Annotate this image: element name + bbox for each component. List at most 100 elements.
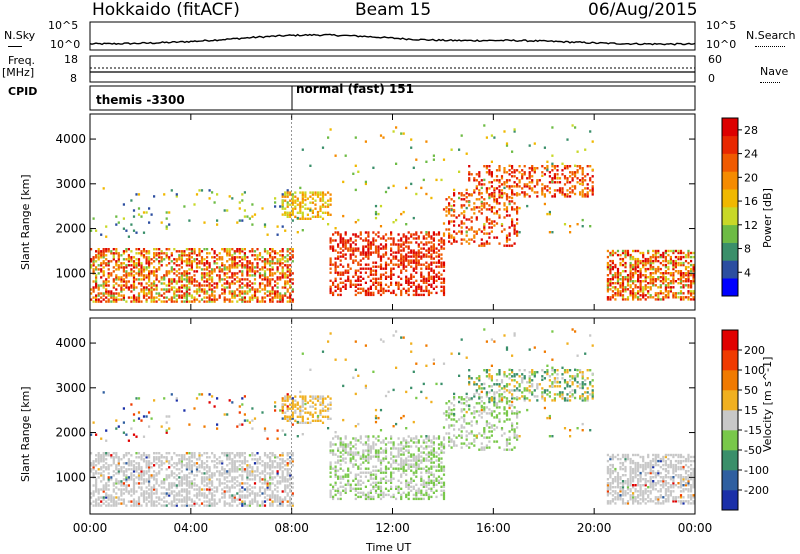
power-cell xyxy=(195,290,199,293)
power-cell xyxy=(359,291,362,295)
velocity-cell xyxy=(329,489,332,492)
power-cell xyxy=(266,294,269,297)
nsky-tick-top: 10^5 xyxy=(48,19,79,32)
velocity-cell xyxy=(344,473,347,476)
power-cell xyxy=(377,249,380,252)
power-cell xyxy=(226,254,229,257)
power-cell xyxy=(485,202,488,205)
velocity-cell xyxy=(311,413,314,416)
power-cell xyxy=(405,289,408,293)
power-cell xyxy=(218,268,221,271)
velocity-cell xyxy=(369,497,372,501)
power-cell xyxy=(158,280,161,283)
power-cell xyxy=(569,187,572,190)
power-cell xyxy=(359,237,362,240)
power-cell xyxy=(422,237,425,240)
power-cell xyxy=(425,289,428,293)
velocity-cell xyxy=(296,403,299,406)
power-cell xyxy=(354,249,357,252)
power-cell xyxy=(480,230,483,233)
power-cell xyxy=(241,300,244,303)
power-cell xyxy=(488,222,491,225)
velocity-cell xyxy=(221,462,224,465)
power-cell xyxy=(402,210,405,214)
velocity-cell xyxy=(339,467,342,470)
velocity-cell xyxy=(208,500,211,503)
velocity-cell xyxy=(122,498,125,501)
power-cell xyxy=(498,208,501,211)
power-cell xyxy=(410,273,413,276)
power-cell xyxy=(498,194,501,197)
power-cell xyxy=(198,266,201,269)
velocity-cell xyxy=(148,478,151,481)
power-cell xyxy=(352,283,355,286)
power-cell xyxy=(364,231,367,234)
power-cell xyxy=(644,257,647,261)
power-cell xyxy=(241,272,244,275)
power-cell xyxy=(246,268,249,271)
power-cell xyxy=(122,298,125,301)
power-cell xyxy=(100,250,103,253)
power-cell xyxy=(690,263,693,267)
power-cell xyxy=(460,220,463,223)
velocity-cell xyxy=(137,452,141,455)
power-cell xyxy=(591,140,594,143)
power-cell xyxy=(120,262,123,265)
power-cell xyxy=(475,216,478,219)
power-cell xyxy=(218,270,221,273)
velocity-cell xyxy=(175,478,178,481)
power-cell xyxy=(160,300,163,303)
velocity-cell xyxy=(155,480,158,483)
velocity-cell xyxy=(203,500,206,503)
power-cell xyxy=(183,252,186,255)
velocity-cell xyxy=(266,464,269,467)
power-cell xyxy=(495,236,499,239)
power-cell xyxy=(422,279,425,282)
power-cell xyxy=(551,177,554,180)
power-cell xyxy=(281,256,284,259)
power-cell xyxy=(130,260,133,263)
velocity-cell xyxy=(127,484,130,487)
power-cell xyxy=(654,259,657,263)
power-cell xyxy=(306,213,309,216)
power-cell xyxy=(289,256,292,259)
power-cell xyxy=(289,300,292,303)
velocity-cell xyxy=(261,464,264,467)
power-cell xyxy=(448,196,451,199)
power-cell xyxy=(425,231,428,234)
velocity-cell xyxy=(125,504,128,507)
power-cell xyxy=(115,300,118,303)
power-cell xyxy=(410,182,413,186)
power-cell xyxy=(563,223,567,226)
power-cell xyxy=(125,250,128,253)
power-cell xyxy=(422,293,425,297)
velocity-cell xyxy=(158,466,161,469)
velocity-cell xyxy=(122,500,125,503)
power-cell xyxy=(626,249,630,253)
power-cell xyxy=(448,240,451,243)
power-cell xyxy=(105,296,108,299)
power-cell xyxy=(649,257,652,261)
power-cell xyxy=(498,167,501,170)
power-cell xyxy=(132,300,136,303)
power-cell xyxy=(140,254,143,257)
velocity-cell xyxy=(251,478,254,481)
velocity-cell xyxy=(183,488,186,491)
velocity-cell xyxy=(155,474,158,477)
power-cell xyxy=(188,294,191,297)
power-cell xyxy=(299,201,302,204)
velocity-cell xyxy=(218,480,221,483)
power-cell xyxy=(382,291,385,295)
velocity-cell xyxy=(274,496,277,499)
velocity-cell xyxy=(158,456,161,459)
velocity-cell xyxy=(153,476,156,479)
power-cell xyxy=(102,286,105,289)
power-cell xyxy=(553,195,556,198)
power-cell xyxy=(692,280,695,283)
power-cell xyxy=(226,286,229,289)
velocity-cell xyxy=(231,468,234,471)
velocity-cell xyxy=(168,476,171,479)
power-cell xyxy=(516,194,519,197)
power-cell xyxy=(374,204,378,208)
power-cell xyxy=(291,203,294,206)
